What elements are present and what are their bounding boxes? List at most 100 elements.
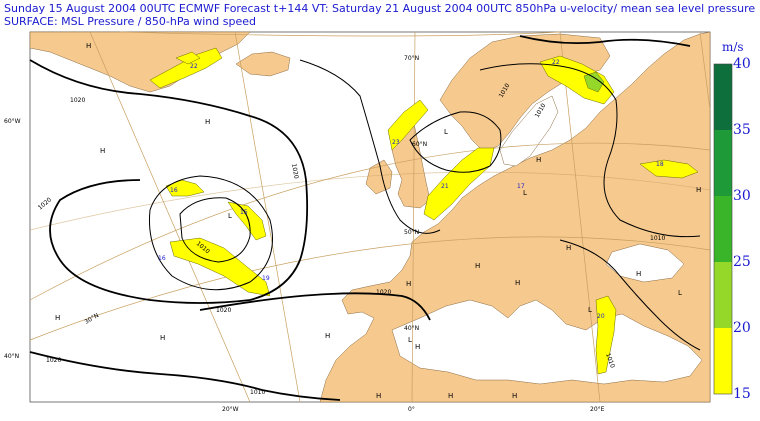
- isobar-1020-west: [29, 59, 309, 304]
- wind-area-russia: [639, 159, 699, 179]
- colorbar-tick: 35: [733, 122, 751, 138]
- wind-area-finland-core: [583, 71, 605, 93]
- label-40n-east: 40°N: [404, 325, 419, 332]
- colorbar-band: [714, 130, 732, 196]
- colorbar-band: [714, 262, 732, 328]
- colorbar-tick: 25: [733, 254, 751, 270]
- isobar-1020-atlantic: [199, 292, 431, 321]
- colorbar-tick: 20: [733, 320, 751, 336]
- high-center: H: [86, 42, 91, 50]
- wind-value: 19: [262, 275, 270, 282]
- isobar-1010-north: [299, 59, 441, 234]
- low-center: L: [408, 336, 412, 344]
- colorbar-tick: 15: [733, 386, 751, 402]
- wind-value: 21: [441, 183, 449, 190]
- label-50n: 50°N: [404, 229, 419, 236]
- isobar-low-inner: [179, 197, 251, 263]
- label-20w: 20°W: [222, 406, 239, 413]
- graticule: [29, 31, 711, 403]
- high-center: H: [160, 334, 165, 342]
- high-center: H: [100, 147, 105, 155]
- isobar-low-outer: [148, 175, 273, 291]
- wind-speed-colorbar: [713, 63, 733, 395]
- wind-value: 22: [552, 59, 560, 66]
- ireland: [365, 159, 393, 195]
- colorbar-band: [714, 64, 732, 130]
- isobar-label: 1010: [250, 389, 265, 396]
- isobars: [29, 35, 701, 401]
- colorbar-tick: 40: [733, 56, 751, 72]
- label-70n: 70°N: [404, 55, 419, 62]
- high-center: H: [636, 270, 641, 278]
- wind-area-aegean: [595, 295, 617, 375]
- baltic-sea: [499, 95, 559, 167]
- wind-value: 15: [240, 209, 248, 216]
- coordinate-labels: 60°W 40°N 70°N 60°N 50°N 40°N 30°N 20°W …: [4, 55, 605, 413]
- wind-area-finland: [539, 55, 615, 105]
- high-center: H: [205, 118, 210, 126]
- colorbar-band: [714, 328, 732, 394]
- high-center: H: [325, 332, 330, 340]
- wind-value: 16: [158, 255, 166, 262]
- wind-area-greenland: [149, 47, 223, 89]
- header-subtitle-line: SURFACE: MSL Pressure / 850-hPa wind spe…: [4, 15, 256, 28]
- map-header: Sunday 15 August 2004 00UTC ECMWF Foreca…: [4, 2, 756, 28]
- isobar-label: 1020: [46, 357, 61, 364]
- isobar-1020-south: [29, 351, 341, 401]
- isobar-label: 1020: [216, 307, 231, 314]
- isobar-1010-europe: [479, 63, 701, 238]
- colorbar-unit: m/s: [722, 40, 744, 54]
- isobar-label: 1010: [650, 235, 665, 242]
- high-center: H: [406, 280, 411, 288]
- wind-area-low-south: [169, 237, 271, 297]
- wind-value: 20: [597, 313, 605, 320]
- wind-area-norway: [387, 99, 429, 151]
- isobar-med-1010: [559, 239, 701, 351]
- black-sea: [605, 243, 685, 283]
- wind-area-low-east: [227, 201, 267, 241]
- isobar-scandinavia-low: [409, 111, 502, 173]
- isobar-label: 1020: [70, 97, 85, 104]
- header-title-line: Sunday 15 August 2004 00UTC ECMWF Foreca…: [4, 2, 756, 15]
- low-center: L: [228, 212, 232, 220]
- colorbar-frame: [713, 63, 733, 395]
- wind-speed-shading: [149, 47, 699, 375]
- wind-value: 16: [170, 187, 178, 194]
- wind-value: 23: [392, 139, 400, 146]
- wind-area-iceland-west: [175, 51, 201, 65]
- greenland: [29, 31, 251, 93]
- great-britain: [391, 119, 431, 209]
- low-center: L: [678, 289, 682, 297]
- high-center: H: [566, 244, 571, 252]
- colorbar-tick: 30: [733, 188, 751, 204]
- isobar-1020-east: [519, 35, 691, 47]
- high-center: H: [376, 392, 381, 400]
- label-20e: 20°E: [590, 406, 605, 413]
- high-center: H: [696, 186, 701, 194]
- high-center: H: [415, 343, 420, 351]
- iceland: [235, 51, 291, 77]
- label-0: 0°: [408, 406, 415, 413]
- colorbar-band: [714, 196, 732, 262]
- wind-value: 18: [656, 161, 664, 168]
- mediterranean-sea: [391, 299, 703, 385]
- low-center: L: [523, 189, 527, 197]
- label-60w: 60°W: [4, 118, 21, 125]
- label-60n: 60°N: [412, 141, 427, 148]
- high-center: H: [515, 279, 520, 287]
- label-40n: 40°N: [4, 353, 19, 360]
- pressure-centers: H H H H H H H H H H H H H H H H H L L L …: [55, 42, 701, 400]
- wind-value-labels: 22 16 15 16 19 23 21 17 18 22 20: [158, 59, 664, 320]
- high-center: H: [55, 314, 60, 322]
- low-center: L: [444, 128, 448, 136]
- wind-value: 22: [190, 63, 198, 70]
- isobar-label: 1020: [376, 289, 391, 296]
- high-center: H: [448, 392, 453, 400]
- high-center: H: [512, 392, 517, 400]
- isobar-label: 1010: [604, 352, 616, 369]
- low-center: L: [588, 306, 592, 314]
- high-center: H: [475, 262, 480, 270]
- isobar-label: 1020: [290, 163, 300, 179]
- wind-value: 17: [517, 183, 525, 190]
